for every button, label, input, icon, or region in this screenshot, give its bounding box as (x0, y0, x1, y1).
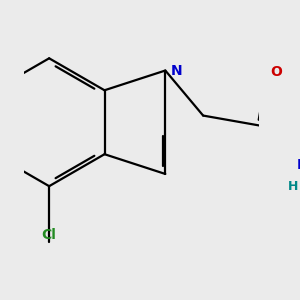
Text: N: N (171, 64, 182, 78)
Text: N: N (296, 158, 300, 172)
Text: O: O (271, 65, 283, 79)
Text: H: H (288, 180, 298, 193)
Text: Cl: Cl (42, 228, 57, 242)
